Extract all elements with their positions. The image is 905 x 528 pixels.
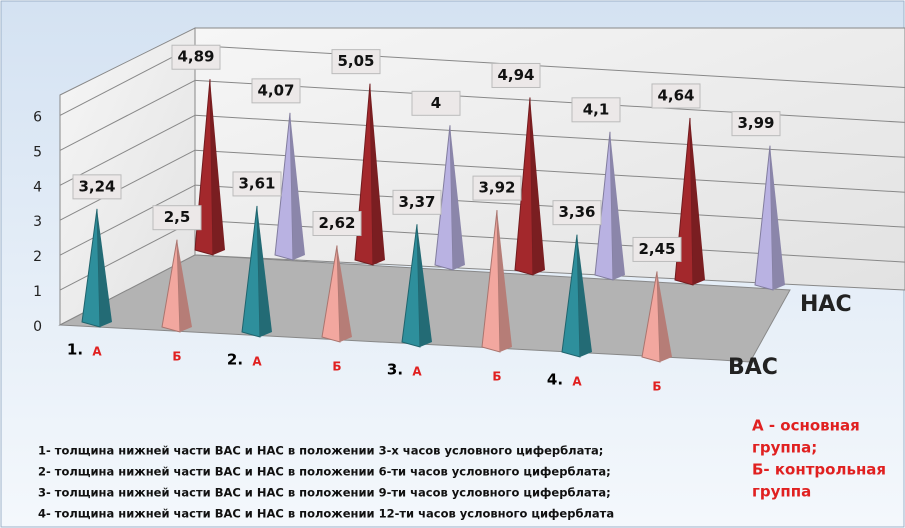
pyramid-side: [210, 79, 225, 255]
note: 2- толщина нижней части ВАС и НАС в поло…: [38, 465, 611, 479]
legend-note: группа: [752, 483, 811, 501]
pyramid-side: [417, 224, 432, 347]
pyramid-side: [337, 245, 352, 342]
pyramid-side: [497, 210, 512, 352]
pyramid-side: [97, 208, 112, 327]
value-label: 3,36: [558, 203, 595, 221]
group-label: Б: [332, 360, 341, 374]
value-label-box: [331, 49, 381, 75]
y-tick-label: 6: [33, 109, 42, 125]
pyramid-side: [690, 117, 705, 285]
pyramid-side: [370, 83, 385, 265]
series-label: НАС: [800, 292, 852, 317]
grid-line: [194, 184, 905, 228]
category-label: 4.: [547, 371, 563, 389]
value-label-box: [312, 211, 362, 237]
pyramid-side: [770, 145, 785, 290]
pyramid-side: [610, 131, 625, 280]
value-label: 4,07: [257, 81, 294, 99]
grid-line: [59, 184, 196, 256]
group-label: Б: [172, 350, 181, 364]
grid-line: [194, 149, 905, 193]
value-label-box: [552, 200, 602, 226]
pyramid-side: [657, 271, 672, 362]
value-label-box: [72, 174, 122, 200]
pyramid: [161, 239, 181, 333]
value-label-box: [411, 90, 461, 116]
legend-note: группа;: [752, 439, 817, 457]
y-tick-label: 5: [33, 144, 42, 160]
legend-note: А - основная: [752, 417, 860, 435]
group-label: Б: [492, 370, 501, 384]
value-label: 2,5: [164, 208, 191, 226]
y-tick-label: 1: [33, 284, 42, 300]
pyramid-side: [450, 125, 465, 270]
value-label-box: [171, 44, 221, 70]
group-label: А: [92, 345, 102, 359]
value-label-box: [251, 78, 301, 104]
legend-note: Б- контрольная: [752, 461, 886, 479]
value-label-box: [632, 236, 682, 262]
value-label-box: [392, 189, 442, 215]
value-label: 4: [431, 94, 441, 112]
group-label: А: [572, 375, 582, 389]
group-label: Б: [652, 380, 661, 394]
category-label: 1.: [67, 341, 83, 359]
group-label: А: [252, 355, 262, 369]
grid-line: [194, 44, 905, 88]
pyramid-side: [257, 205, 272, 337]
value-label: 2,62: [318, 214, 355, 232]
value-label: 4,64: [657, 86, 694, 104]
value-label: 2,45: [638, 240, 675, 258]
value-label-box: [472, 175, 522, 201]
pyramid-side: [177, 239, 192, 332]
pyramid: [514, 97, 534, 276]
value-label: 3,99: [737, 114, 774, 132]
grid-line: [194, 114, 905, 158]
category-label: 2.: [227, 351, 243, 369]
series-label: ВАС: [728, 355, 778, 380]
value-label-box: [571, 97, 621, 123]
value-label: 3,24: [78, 177, 115, 195]
y-tick-label: 0: [33, 319, 42, 335]
pyramid-side: [290, 112, 305, 261]
pyramid: [481, 210, 501, 353]
value-label: 5,05: [337, 52, 374, 70]
grid-line: [59, 219, 196, 291]
note: 4- толщина нижней части ВАС и НАС в поло…: [38, 507, 614, 521]
grid-line: [59, 149, 196, 221]
group-label: А: [412, 365, 422, 379]
value-label-box: [232, 171, 282, 197]
value-label: 4,1: [583, 100, 610, 118]
value-label-box: [152, 205, 202, 231]
value-label: 3,61: [238, 174, 275, 192]
value-label-box: [491, 62, 541, 88]
note: 1- толщина нижней части ВАС и НАС в поло…: [38, 444, 603, 458]
category-label: 3.: [387, 361, 403, 379]
pyramid-side: [530, 97, 545, 275]
grid-line: [59, 79, 196, 151]
value-label: 4,89: [177, 48, 214, 66]
value-label: 4,94: [497, 66, 534, 84]
value-label-box: [651, 83, 701, 109]
value-label: 3,37: [398, 193, 435, 211]
grid-line: [194, 79, 905, 123]
pyramid: [81, 208, 101, 328]
grid-line: [59, 114, 196, 186]
y-tick-label: 2: [33, 249, 42, 265]
pyramid-side: [577, 234, 592, 357]
value-label: 3,92: [478, 179, 515, 197]
note: 3- толщина нижней части ВАС и НАС в поло…: [38, 486, 611, 500]
value-label-box: [731, 111, 781, 137]
y-tick-label: 3: [33, 214, 42, 230]
y-tick-label: 4: [33, 179, 42, 195]
